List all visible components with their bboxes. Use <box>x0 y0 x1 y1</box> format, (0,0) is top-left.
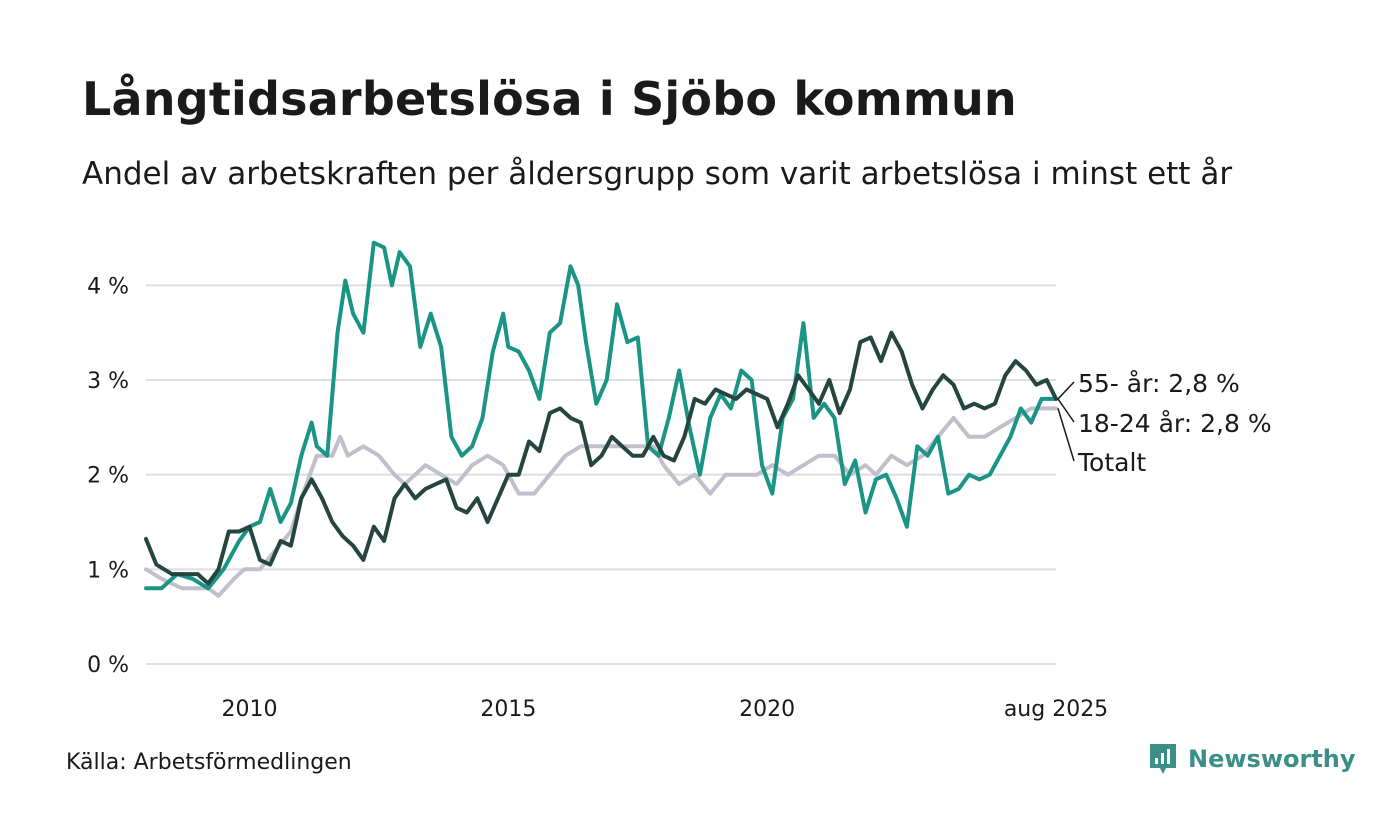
label-leader-line <box>1057 381 1075 400</box>
gridlines <box>146 284 1056 665</box>
chart-subtitle: Andel av arbetskraften per åldersgrupp s… <box>82 156 1233 192</box>
y-tick-label: 1 % <box>87 558 129 583</box>
source-note: Källa: Arbetsförmedlingen <box>66 750 352 775</box>
x-tick-label: 2010 <box>222 697 278 722</box>
chart-title: Långtidsarbetslösa i Sjöbo kommun <box>82 72 1017 126</box>
series-end-label: Totalt <box>1077 448 1146 477</box>
brand-logo: Newsworthy <box>1148 742 1356 776</box>
y-tick-label: 2 % <box>87 464 129 489</box>
x-tick-label: 2015 <box>480 697 536 722</box>
series-line <box>144 240 1058 591</box>
y-tick-label: 4 % <box>87 274 129 299</box>
series-lines <box>144 240 1058 598</box>
bar-chart-badge-icon <box>1150 744 1176 774</box>
y-tick-label: 0 % <box>87 653 129 678</box>
series-end-label: 55- år: 2,8 % <box>1078 369 1240 398</box>
y-tick-label: 3 % <box>87 369 129 394</box>
series-line <box>144 330 1058 586</box>
brand-name: Newsworthy <box>1188 745 1356 773</box>
label-leader-line <box>1057 408 1075 462</box>
label-leader-line <box>1057 398 1075 423</box>
end-labels: Totalt 18-24 år: 2,8 % 55- år: 2,8 % <box>1057 369 1272 477</box>
x-tick-label: aug 2025 <box>1004 697 1108 722</box>
x-tick-label: 2020 <box>739 697 795 722</box>
series-end-label: 18-24 år: 2,8 % <box>1078 409 1272 438</box>
y-axis: 0 % 1 % 2 % 3 % 4 % <box>87 274 129 678</box>
series-line <box>144 406 1058 598</box>
x-axis: 2010 2015 2020 aug 2025 <box>222 697 1109 722</box>
line-chart: 0 % 1 % 2 % 3 % 4 % 2010 2015 2020 aug 2025 Tot… <box>87 240 1272 722</box>
